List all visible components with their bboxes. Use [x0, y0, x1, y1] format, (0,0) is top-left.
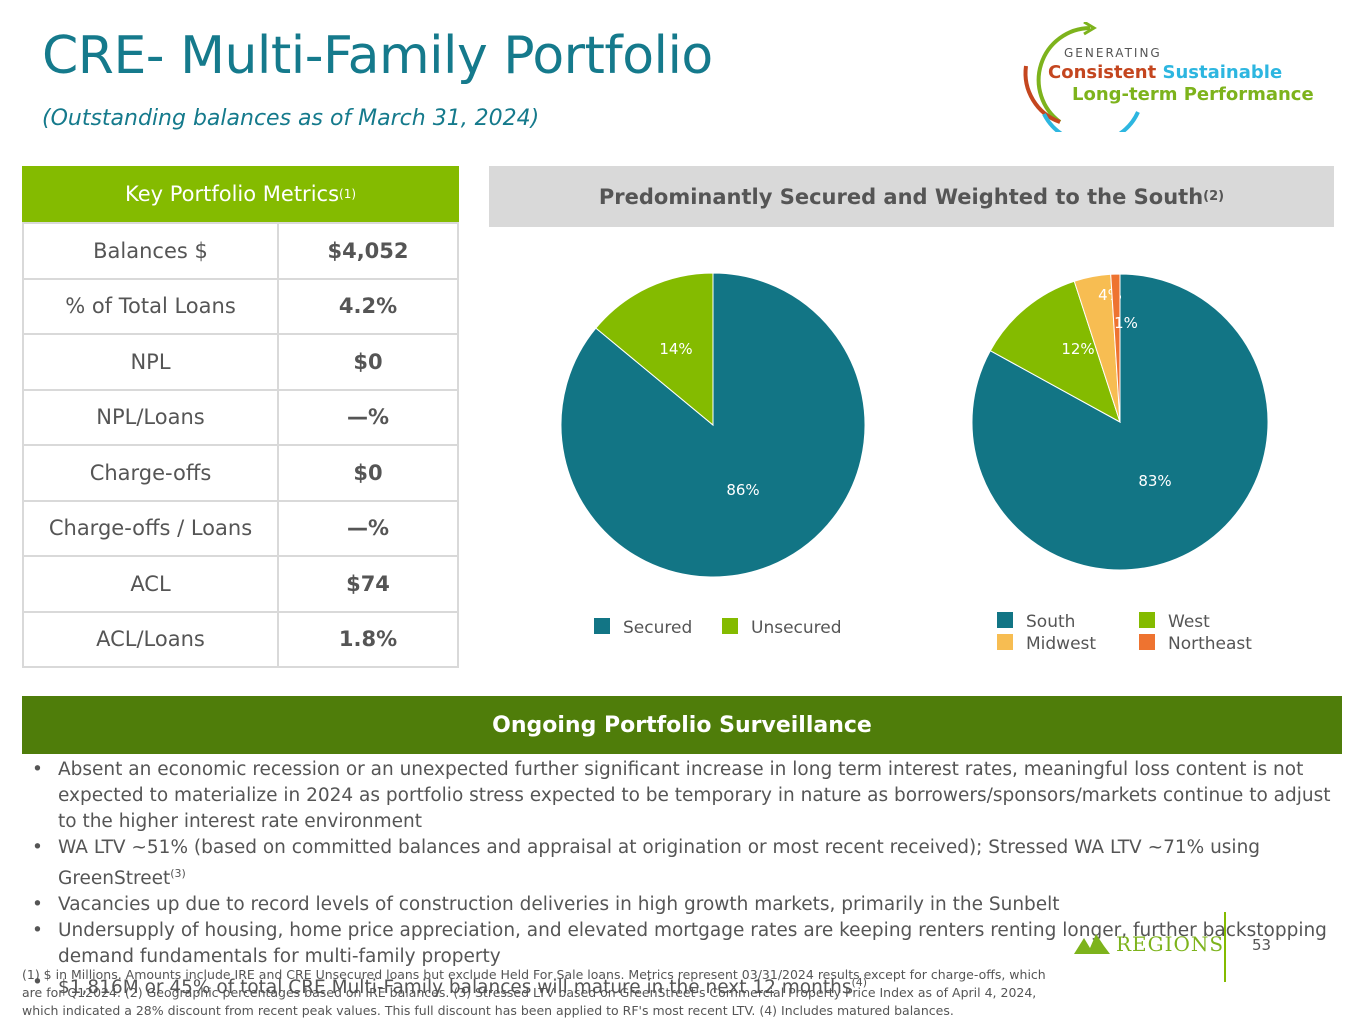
- metric-label: ACL/Loans: [22, 610, 279, 668]
- bullet-text: WA LTV ~51% (based on committed balances…: [58, 837, 1261, 890]
- table-row: ACL/Loans 1.8%: [22, 610, 459, 668]
- pie-data-label: 12%: [1061, 340, 1094, 358]
- legend-label: West: [1168, 612, 1210, 632]
- pie-data-label: 14%: [659, 340, 692, 358]
- metric-label: NPL/Loans: [22, 388, 279, 446]
- metric-label: Charge-offs: [22, 444, 279, 502]
- legend-label: South: [1026, 612, 1075, 632]
- list-item: Absent an economic recession or an unexp…: [30, 757, 1340, 835]
- list-item: WA LTV ~51% (based on committed balances…: [30, 835, 1340, 892]
- logo-divider: [1224, 912, 1226, 982]
- metric-value: $0: [277, 444, 459, 502]
- brand-consistent: Consistent: [1048, 62, 1157, 83]
- key-metrics-header: Key Portfolio Metrics (1): [22, 166, 459, 222]
- metric-value: 4.2%: [277, 277, 459, 335]
- brand-arc-icon: [1023, 22, 1140, 132]
- brand-badge: GENERATING Consistent Sustainable Long-t…: [1020, 22, 1320, 132]
- page-subtitle: (Outstanding balances as of March 31, 20…: [42, 106, 540, 131]
- legend-label: Northeast: [1168, 634, 1252, 654]
- regions-logo-text: REGIONS: [1116, 932, 1225, 956]
- page-number: 53: [1252, 936, 1272, 954]
- metric-value: $0: [277, 333, 459, 391]
- metric-value: —%: [277, 388, 459, 446]
- pie-data-label: 1%: [1114, 314, 1138, 332]
- key-metrics-title: Key Portfolio Metrics: [124, 182, 340, 206]
- table-row: NPL $0: [22, 333, 459, 391]
- brand-sustainable: Sustainable: [1162, 62, 1283, 83]
- legend-swatch: [1139, 612, 1155, 628]
- table-row: ACL $74: [22, 555, 459, 613]
- metric-value: $74: [277, 555, 459, 613]
- bullet-footnote-ref: (3): [170, 867, 186, 880]
- surveillance-bullets: Absent an economic recession or an unexp…: [30, 757, 1340, 1001]
- key-metrics-footnote-ref: (1): [339, 187, 357, 201]
- key-metrics-panel: Key Portfolio Metrics (1) Balances $ $4,05…: [22, 166, 459, 668]
- metric-label: Charge-offs / Loans: [22, 499, 279, 557]
- page-title: CRE- Multi-Family Portfolio: [42, 26, 713, 86]
- bullet-text: Undersupply of housing, home price appre…: [58, 920, 1327, 968]
- bullet-footnote-ref: (4): [851, 976, 868, 990]
- legend-label: Midwest: [1026, 634, 1096, 654]
- pie-slice-unsecured: [595, 272, 714, 427]
- table-row: Charge-offs / Loans —%: [22, 499, 459, 557]
- list-item: $1,816M or 45% of total CRE Multi-Family…: [30, 970, 1340, 1001]
- metric-label: Balances $: [22, 222, 279, 280]
- bullet-text: Absent an economic recession or an unexp…: [58, 759, 1331, 832]
- metric-value: $4,052: [277, 222, 459, 280]
- metric-label: ACL: [22, 555, 279, 613]
- table-row: Balances $ $4,052: [22, 222, 459, 280]
- footnote: (1) $ in Millions. Amounts include IRE a…: [22, 967, 1046, 1018]
- table-row: % of Total Loans 4.2%: [22, 277, 459, 335]
- surveillance-header: Ongoing Portfolio Surveillance: [22, 696, 1342, 754]
- metric-value: 1.8%: [277, 610, 459, 668]
- pie-slice-northeast: [1110, 273, 1121, 423]
- list-item: Undersupply of housing, home price appre…: [30, 918, 1340, 970]
- legend-swatch: [997, 612, 1013, 628]
- table-row: Charge-offs $0: [22, 444, 459, 502]
- legend-swatch: [722, 618, 738, 634]
- charts-header: Predominantly Secured and Weighted to th…: [489, 166, 1334, 227]
- charts-header-title: Predominantly Secured and Weighted to th…: [598, 184, 1204, 209]
- legend-swatch: [594, 618, 610, 634]
- pie-data-label: 86%: [726, 481, 759, 499]
- brand-generating: GENERATING: [1064, 46, 1162, 60]
- brand-line-1: Consistent Sustainable: [1048, 62, 1282, 83]
- legend-swatch: [997, 634, 1013, 650]
- bullet-text: Vacancies up due to record levels of con…: [58, 894, 1060, 916]
- metric-label: NPL: [22, 333, 279, 391]
- legend-label: Secured: [623, 618, 692, 638]
- regions-logo: REGIONS: [1074, 922, 1234, 958]
- brand-longterm: Long-term Performance: [1072, 84, 1314, 105]
- table-row: NPL/Loans —%: [22, 388, 459, 446]
- pie-data-label: 83%: [1138, 472, 1171, 490]
- legend-swatch: [1139, 634, 1155, 650]
- list-item: Vacancies up due to record levels of con…: [30, 892, 1340, 918]
- legend-label: Unsecured: [751, 618, 842, 638]
- regions-leaf-icon: [1074, 934, 1110, 954]
- pie-slice-secured: [560, 272, 866, 578]
- bullet-text: $1,816M or 45% of total CRE Multi-Family…: [58, 977, 852, 999]
- metric-label: % of Total Loans: [22, 277, 279, 335]
- metric-value: —%: [277, 499, 459, 557]
- charts-header-footnote-ref: (2): [1203, 189, 1225, 204]
- pie-slice-west: [989, 280, 1121, 424]
- key-metrics-table: Balances $ $4,052 % of Total Loans 4.2% NP…: [22, 222, 459, 668]
